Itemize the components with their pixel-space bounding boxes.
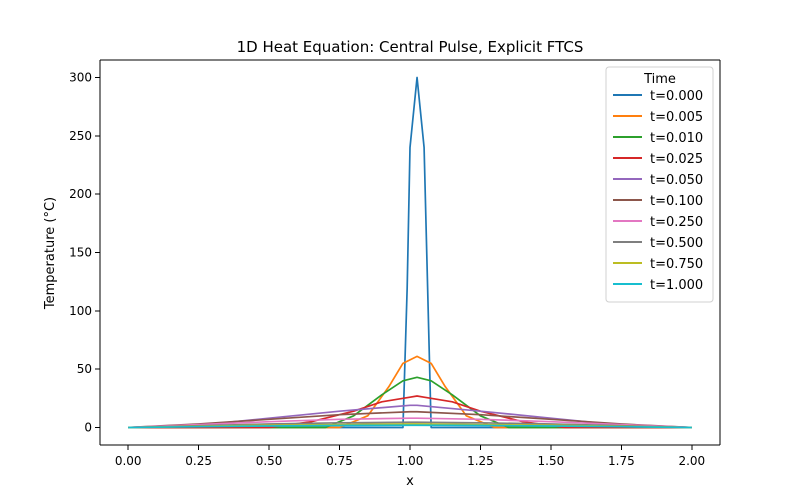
x-axis-title: x [406,474,414,489]
legend-label-4: t=0.050 [650,173,703,188]
y-axis-ticks: 0 50 100 150 200 250 300 [69,71,100,435]
legend-items: t=0.000 t=0.005 t=0.010 t=0.025 t=0.050 t=0.1… [613,89,703,293]
x-tick-label-1: 0.25 [185,454,212,468]
y-tick-label-5: 250 [69,129,92,143]
series-line-5 [128,410,692,429]
x-tick-label-3: 0.75 [326,454,353,468]
y-tick-label-3: 150 [69,246,92,260]
legend-label-7: t=0.500 [650,236,703,251]
legend-label-9: t=1.000 [650,278,703,293]
x-tick-label-7: 1.75 [608,454,635,468]
legend-label-0: t=0.000 [650,89,703,104]
legend-label-5: t=0.100 [650,194,703,209]
x-tick-label-0: 0.00 [115,454,142,468]
y-tick-label-0: 0 [84,421,92,435]
legend-label-1: t=0.005 [650,110,703,125]
y-axis-title: Temperature (°C) [43,197,58,310]
series-line-6 [128,417,692,429]
y-tick-label-2: 100 [69,304,92,318]
y-tick-label-6: 300 [69,71,92,85]
series-line-9 [128,424,692,429]
x-tick-label-2: 0.50 [256,454,283,468]
x-tick-label-4: 1.00 [397,454,424,468]
x-tick-label-8: 2.00 [678,454,705,468]
x-tick-label-5: 1.25 [467,454,494,468]
y-tick-label-1: 50 [77,362,92,376]
chart-title: 1D Heat Equation: Central Pulse, Explici… [237,38,584,56]
legend-label-8: t=0.750 [650,257,703,272]
series-line-7 [128,421,692,429]
y-tick-label-4: 200 [69,187,92,201]
legend-label-3: t=0.025 [650,152,703,167]
x-axis-ticks: 0.00 0.25 0.50 0.75 1.00 1.25 1.50 1.75 2.00 [115,445,705,468]
series-layer [128,76,692,429]
legend-label-6: t=0.250 [650,215,703,230]
legend-title: Time [643,72,676,87]
legend-label-2: t=0.010 [650,131,703,146]
legend: Time t=0.000 t=0.005 t=0.010 t=0.025 t=0.050… [605,66,714,303]
legend-box [605,66,714,303]
series-line-3 [128,395,692,429]
x-tick-label-6: 1.50 [538,454,565,468]
